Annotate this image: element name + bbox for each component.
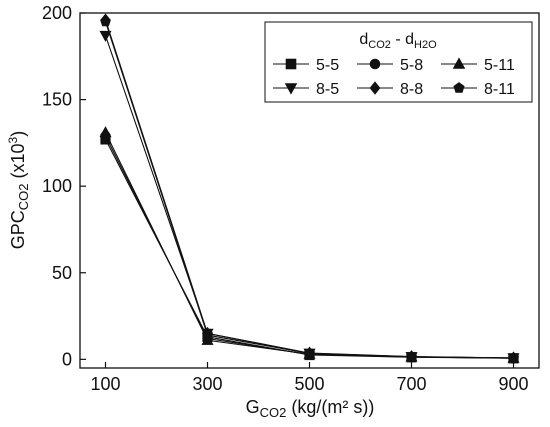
series-markers (99, 13, 520, 365)
legend-title: dCO2 - dH2O (359, 31, 437, 51)
y-tick-label: 100 (42, 176, 72, 196)
y-tick-label: 200 (42, 3, 72, 23)
legend-box (264, 21, 533, 103)
y-tick-label: 0 (62, 349, 72, 369)
legend-label: 5-8 (400, 57, 423, 74)
legend-marker (369, 58, 381, 70)
legend-marker (285, 58, 297, 70)
legend-label: 8-5 (316, 81, 339, 98)
series-line-5-11 (105, 132, 514, 359)
legend-label: 5-11 (484, 57, 515, 74)
data-point-5-11 (99, 126, 112, 138)
legend-marker (369, 81, 381, 95)
data-point-8-11 (100, 16, 111, 27)
x-tick-label: 700 (396, 374, 426, 394)
data-point-8-11 (202, 329, 213, 340)
legend-marker (452, 57, 466, 69)
y-tick-label: 150 (42, 90, 72, 110)
x-axis: 100 300 500 700 900 (90, 362, 529, 394)
legend-marker (453, 82, 465, 93)
x-tick-label: 900 (498, 374, 528, 394)
y-tick-label: 50 (52, 263, 72, 283)
data-point-8-5 (99, 30, 112, 42)
legend-label: 8-11 (484, 81, 515, 98)
data-point-8-11 (304, 347, 315, 359)
y-axis: 0 50 100 150 200 (42, 3, 86, 369)
data-point-8-11 (508, 352, 519, 363)
y-axis-title: GPCCO2 (x103) (6, 131, 31, 249)
x-tick-label: 300 (192, 374, 222, 394)
x-tick-label: 100 (90, 374, 120, 394)
series-line-5-8 (105, 135, 514, 359)
data-point-8-11 (406, 351, 417, 362)
x-axis-title: GCO2 (kg/(m² s)) (246, 397, 375, 420)
legend-marker (284, 83, 298, 95)
x-tick-label: 500 (294, 374, 324, 394)
legend-label: 5-5 (316, 57, 339, 74)
series-line-5-5 (105, 139, 514, 359)
legend: dCO2 - dH2O 5-5 5-8 5-11 8-5 8-8 8-11 (264, 21, 533, 103)
legend-label: 8-8 (400, 81, 423, 98)
